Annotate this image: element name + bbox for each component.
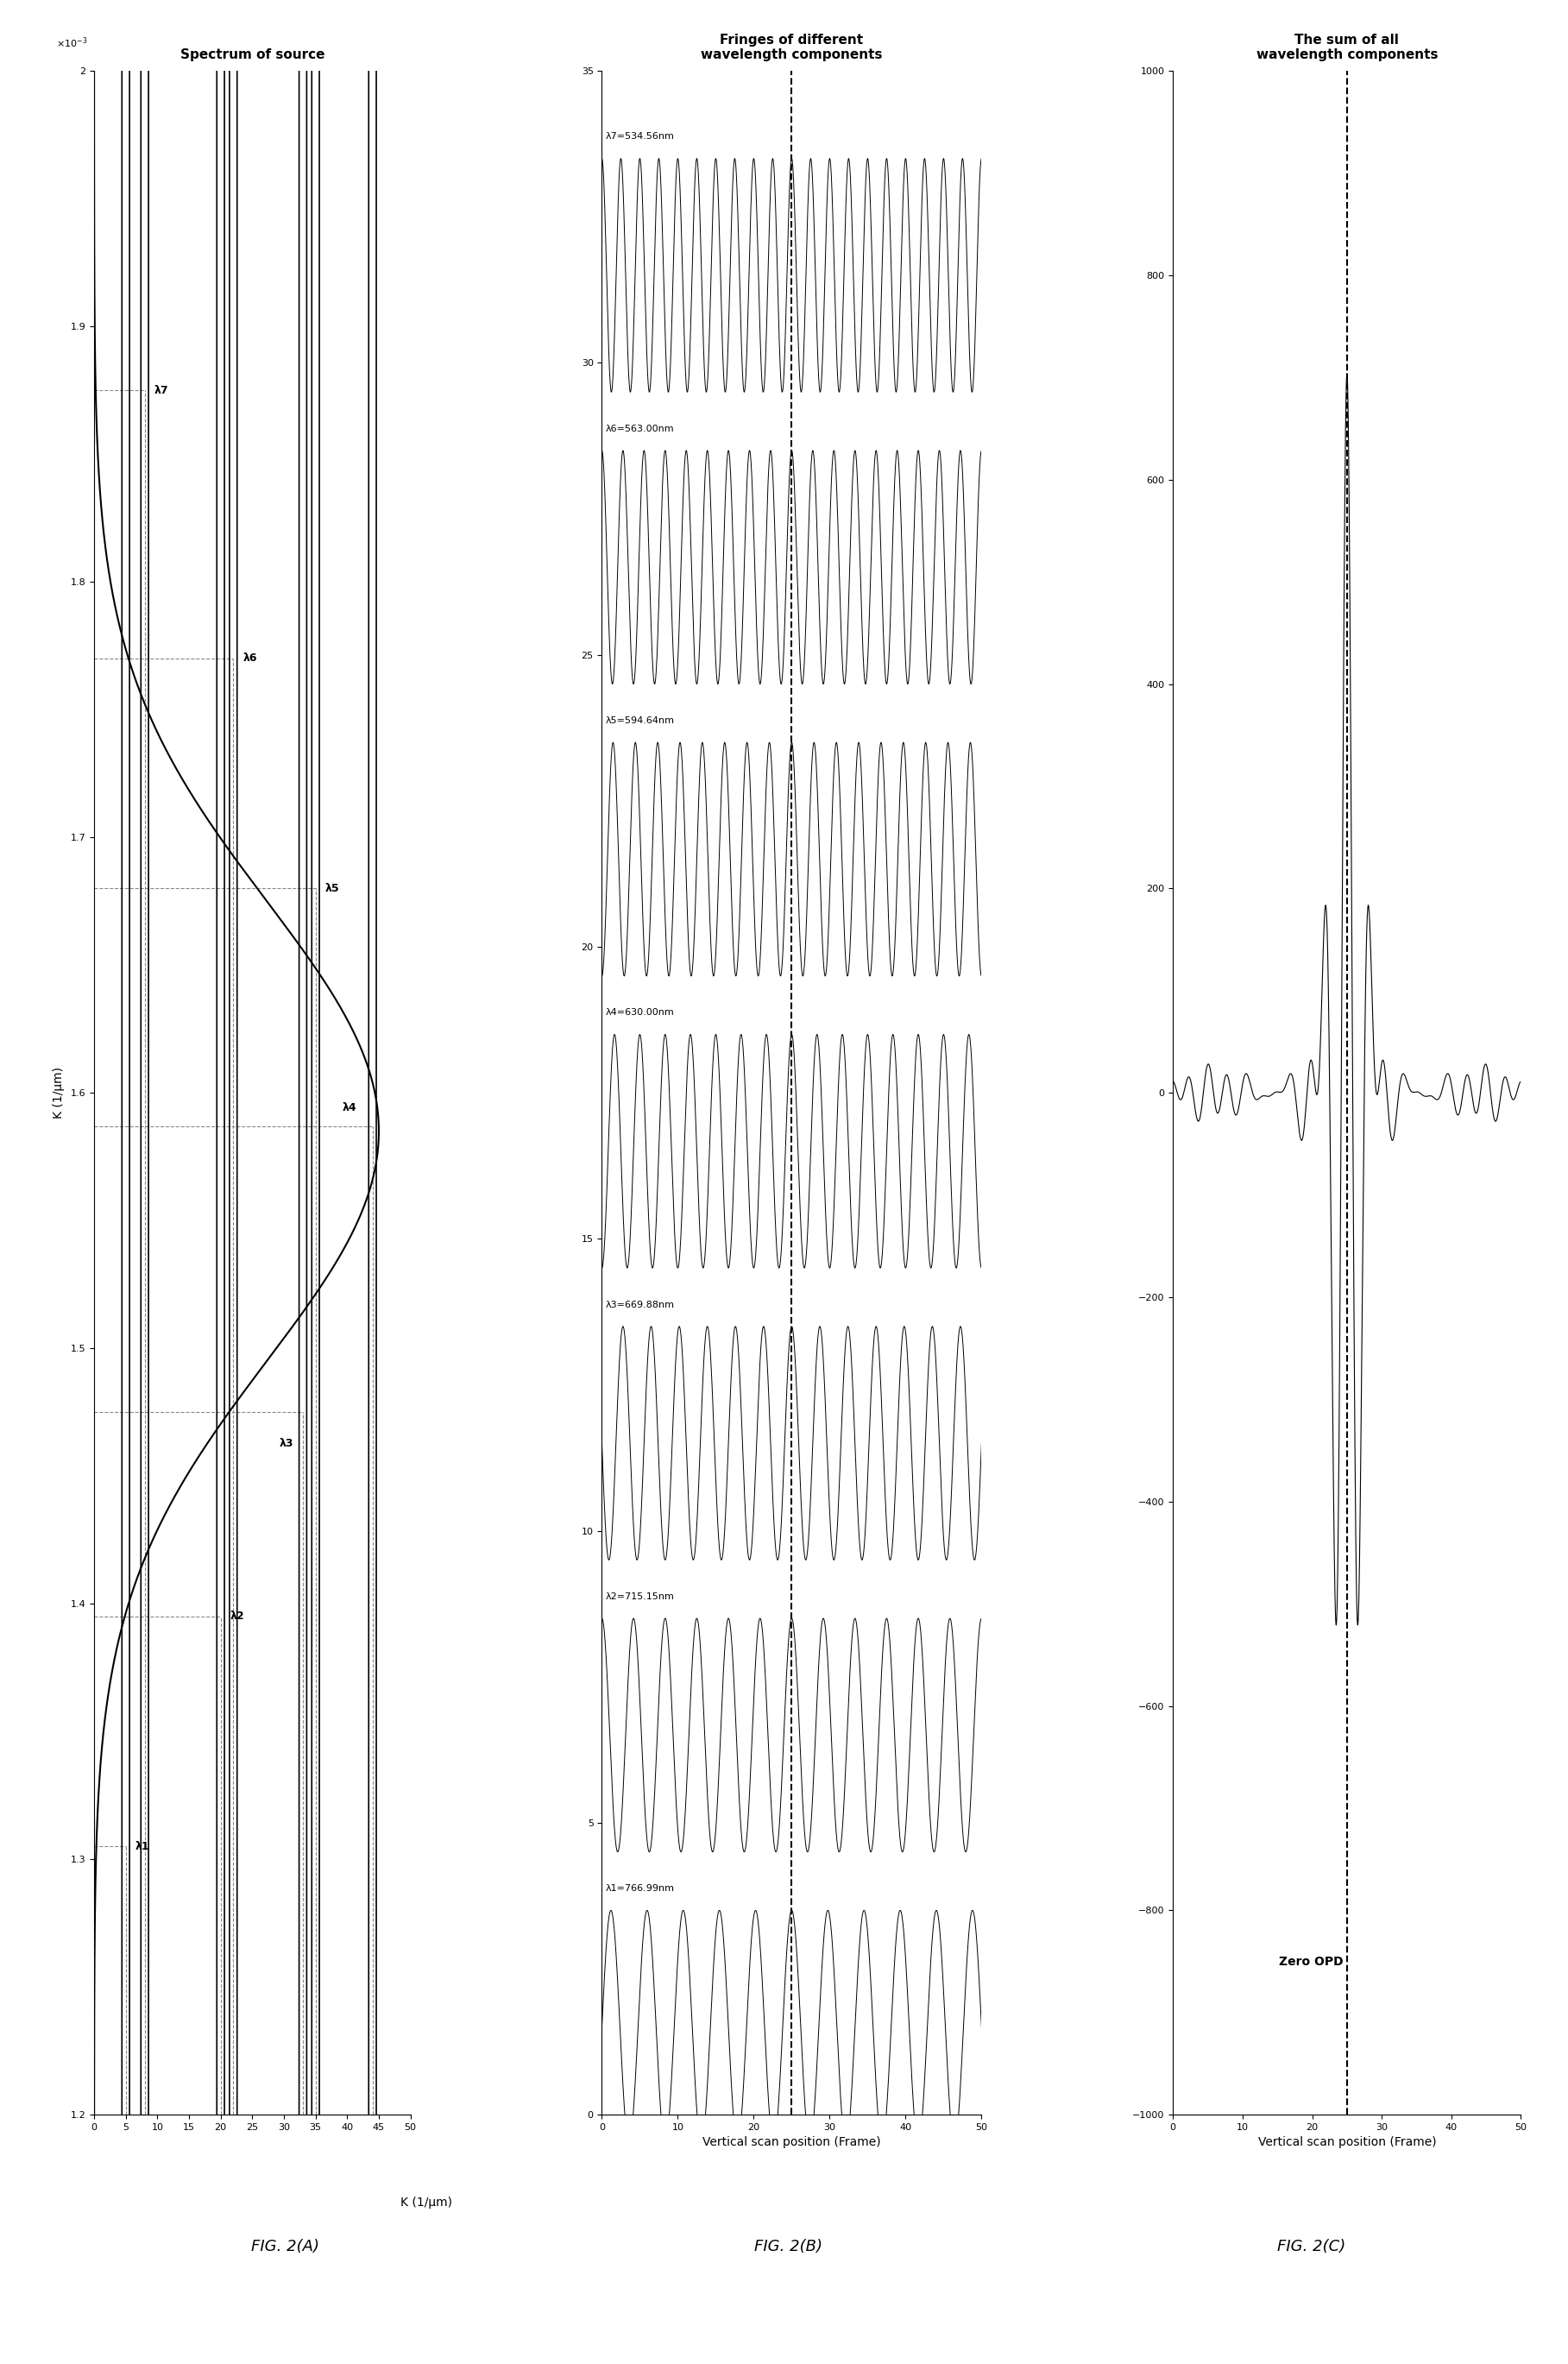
Text: λ4: λ4	[342, 1102, 356, 1113]
Text: λ2=715.15nm: λ2=715.15nm	[605, 1593, 674, 1600]
Text: K (1/μm): K (1/μm)	[400, 2196, 452, 2208]
Text: λ5=594.64nm: λ5=594.64nm	[605, 716, 674, 726]
Text: λ5: λ5	[325, 882, 339, 894]
Text: FIG. 2(B): FIG. 2(B)	[754, 2239, 823, 2255]
Text: λ6: λ6	[243, 652, 257, 664]
Text: λ6=563.00nm: λ6=563.00nm	[605, 423, 674, 433]
Text: λ3: λ3	[279, 1437, 293, 1449]
Title: Fringes of different
wavelength components: Fringes of different wavelength componen…	[701, 33, 883, 61]
Text: λ7: λ7	[154, 385, 168, 395]
Text: $\times 10^{-3}$: $\times 10^{-3}$	[56, 35, 88, 50]
X-axis label: Vertical scan position (Frame): Vertical scan position (Frame)	[702, 2137, 881, 2149]
Text: λ4=630.00nm: λ4=630.00nm	[605, 1009, 674, 1017]
Text: Zero OPD: Zero OPD	[1279, 1955, 1344, 1967]
Text: FIG. 2(A): FIG. 2(A)	[251, 2239, 318, 2255]
Text: λ3=669.88nm: λ3=669.88nm	[605, 1300, 674, 1310]
Y-axis label: K (1/μm): K (1/μm)	[52, 1066, 64, 1118]
Text: λ1=766.99nm: λ1=766.99nm	[605, 1884, 674, 1894]
Text: λ7=534.56nm: λ7=534.56nm	[605, 132, 674, 142]
Text: FIG. 2(C): FIG. 2(C)	[1276, 2239, 1345, 2255]
X-axis label: Vertical scan position (Frame): Vertical scan position (Frame)	[1258, 2137, 1436, 2149]
Title: Spectrum of source: Spectrum of source	[180, 50, 325, 61]
Text: λ1: λ1	[135, 1842, 149, 1851]
Text: λ2: λ2	[230, 1610, 245, 1622]
Title: The sum of all
wavelength components: The sum of all wavelength components	[1256, 33, 1438, 61]
